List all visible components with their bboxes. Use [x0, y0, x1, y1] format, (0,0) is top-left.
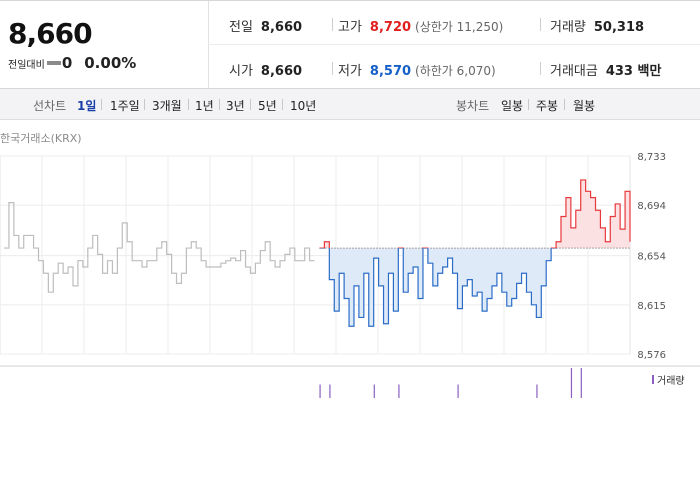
tab-weekly-candle[interactable]: 주봉 [536, 99, 559, 113]
today-line-up [319, 179, 631, 249]
y-tick-label: 8,733 [637, 152, 666, 163]
flat-icon [46, 61, 61, 65]
tab-1d[interactable]: 1일 [77, 99, 97, 113]
tab-10y[interactable]: 10년 [290, 99, 317, 113]
y-tick-label: 8,694 [637, 201, 666, 212]
y-tick-label: 8,576 [637, 350, 666, 361]
stat-prev-close: 전일 8,660 [229, 20, 303, 35]
divider [144, 99, 145, 110]
price-box: 8,660 전일대비 0 0.00% [0, 1, 209, 88]
volume-bar [580, 368, 582, 398]
volume-bar [536, 384, 538, 398]
today-line-down [319, 248, 557, 327]
stat-low: 저가 8,570 (하한가 6,070) [338, 64, 496, 79]
volume-bar [329, 384, 331, 398]
stat-amount: 거래대금 433 백만 [550, 64, 662, 79]
divider [564, 99, 565, 110]
tab-monthly-candle[interactable]: 월봉 [573, 99, 596, 113]
divider [188, 99, 189, 110]
current-price: 8,660 [8, 17, 93, 50]
volume-bar [373, 384, 375, 398]
change-label: 전일대비 [8, 59, 45, 71]
tab-3y[interactable]: 3년 [226, 99, 245, 113]
volume-legend-label: 거래량 [657, 376, 685, 387]
volume-bar [457, 384, 459, 398]
volume-legend: 거래량 [652, 372, 685, 387]
divider [332, 62, 333, 75]
volume-bar [398, 384, 400, 398]
y-tick-label: 8,654 [637, 252, 666, 263]
divider [208, 44, 700, 45]
divider [282, 99, 283, 110]
volume-swatch [652, 375, 654, 384]
change-percent: 0.00% [84, 54, 137, 72]
divider [101, 99, 102, 110]
stat-open: 시가 8,660 [229, 64, 303, 79]
prior-session-line [4, 202, 315, 293]
tab-3m[interactable]: 3개월 [152, 99, 182, 113]
down-area [319, 248, 630, 327]
y-tick-label: 8,615 [637, 301, 666, 312]
change-row: 전일대비 0 0.00% [8, 54, 136, 72]
up-area [324, 179, 630, 249]
line-chart-title: 선차트 [33, 99, 67, 113]
stat-volume: 거래량 50,318 [550, 20, 645, 35]
tab-1w[interactable]: 1주일 [110, 99, 140, 113]
data-source-label: 한국거래소(KRX) [0, 132, 82, 145]
divider [250, 99, 251, 110]
divider [219, 99, 220, 110]
divider [540, 62, 541, 75]
intraday-price-chart: 8,733 8,694 8,654 8,615 8,576 [0, 152, 700, 398]
tab-5y[interactable]: 5년 [258, 99, 277, 113]
stat-high: 고가 8,720 (상한가 11,250) [338, 20, 504, 35]
tab-daily-candle[interactable]: 일봉 [501, 99, 524, 113]
tab-1y[interactable]: 1년 [195, 99, 214, 113]
quote-summary: 8,660 전일대비 0 0.00% 전일 8,660 고가 8,720 (상한… [0, 0, 700, 89]
divider [540, 18, 541, 31]
volume-bar [319, 384, 321, 398]
period-tabs: 선차트 1일 1주일 3개월 1년 3년 5년 10년 봉차트 일봉 주봉 월봉 [0, 89, 700, 120]
divider [332, 18, 333, 31]
volume-bar [570, 368, 573, 398]
divider [528, 99, 529, 110]
candle-chart-title: 봉차트 [456, 99, 490, 113]
change-value: 0 [61, 54, 73, 72]
